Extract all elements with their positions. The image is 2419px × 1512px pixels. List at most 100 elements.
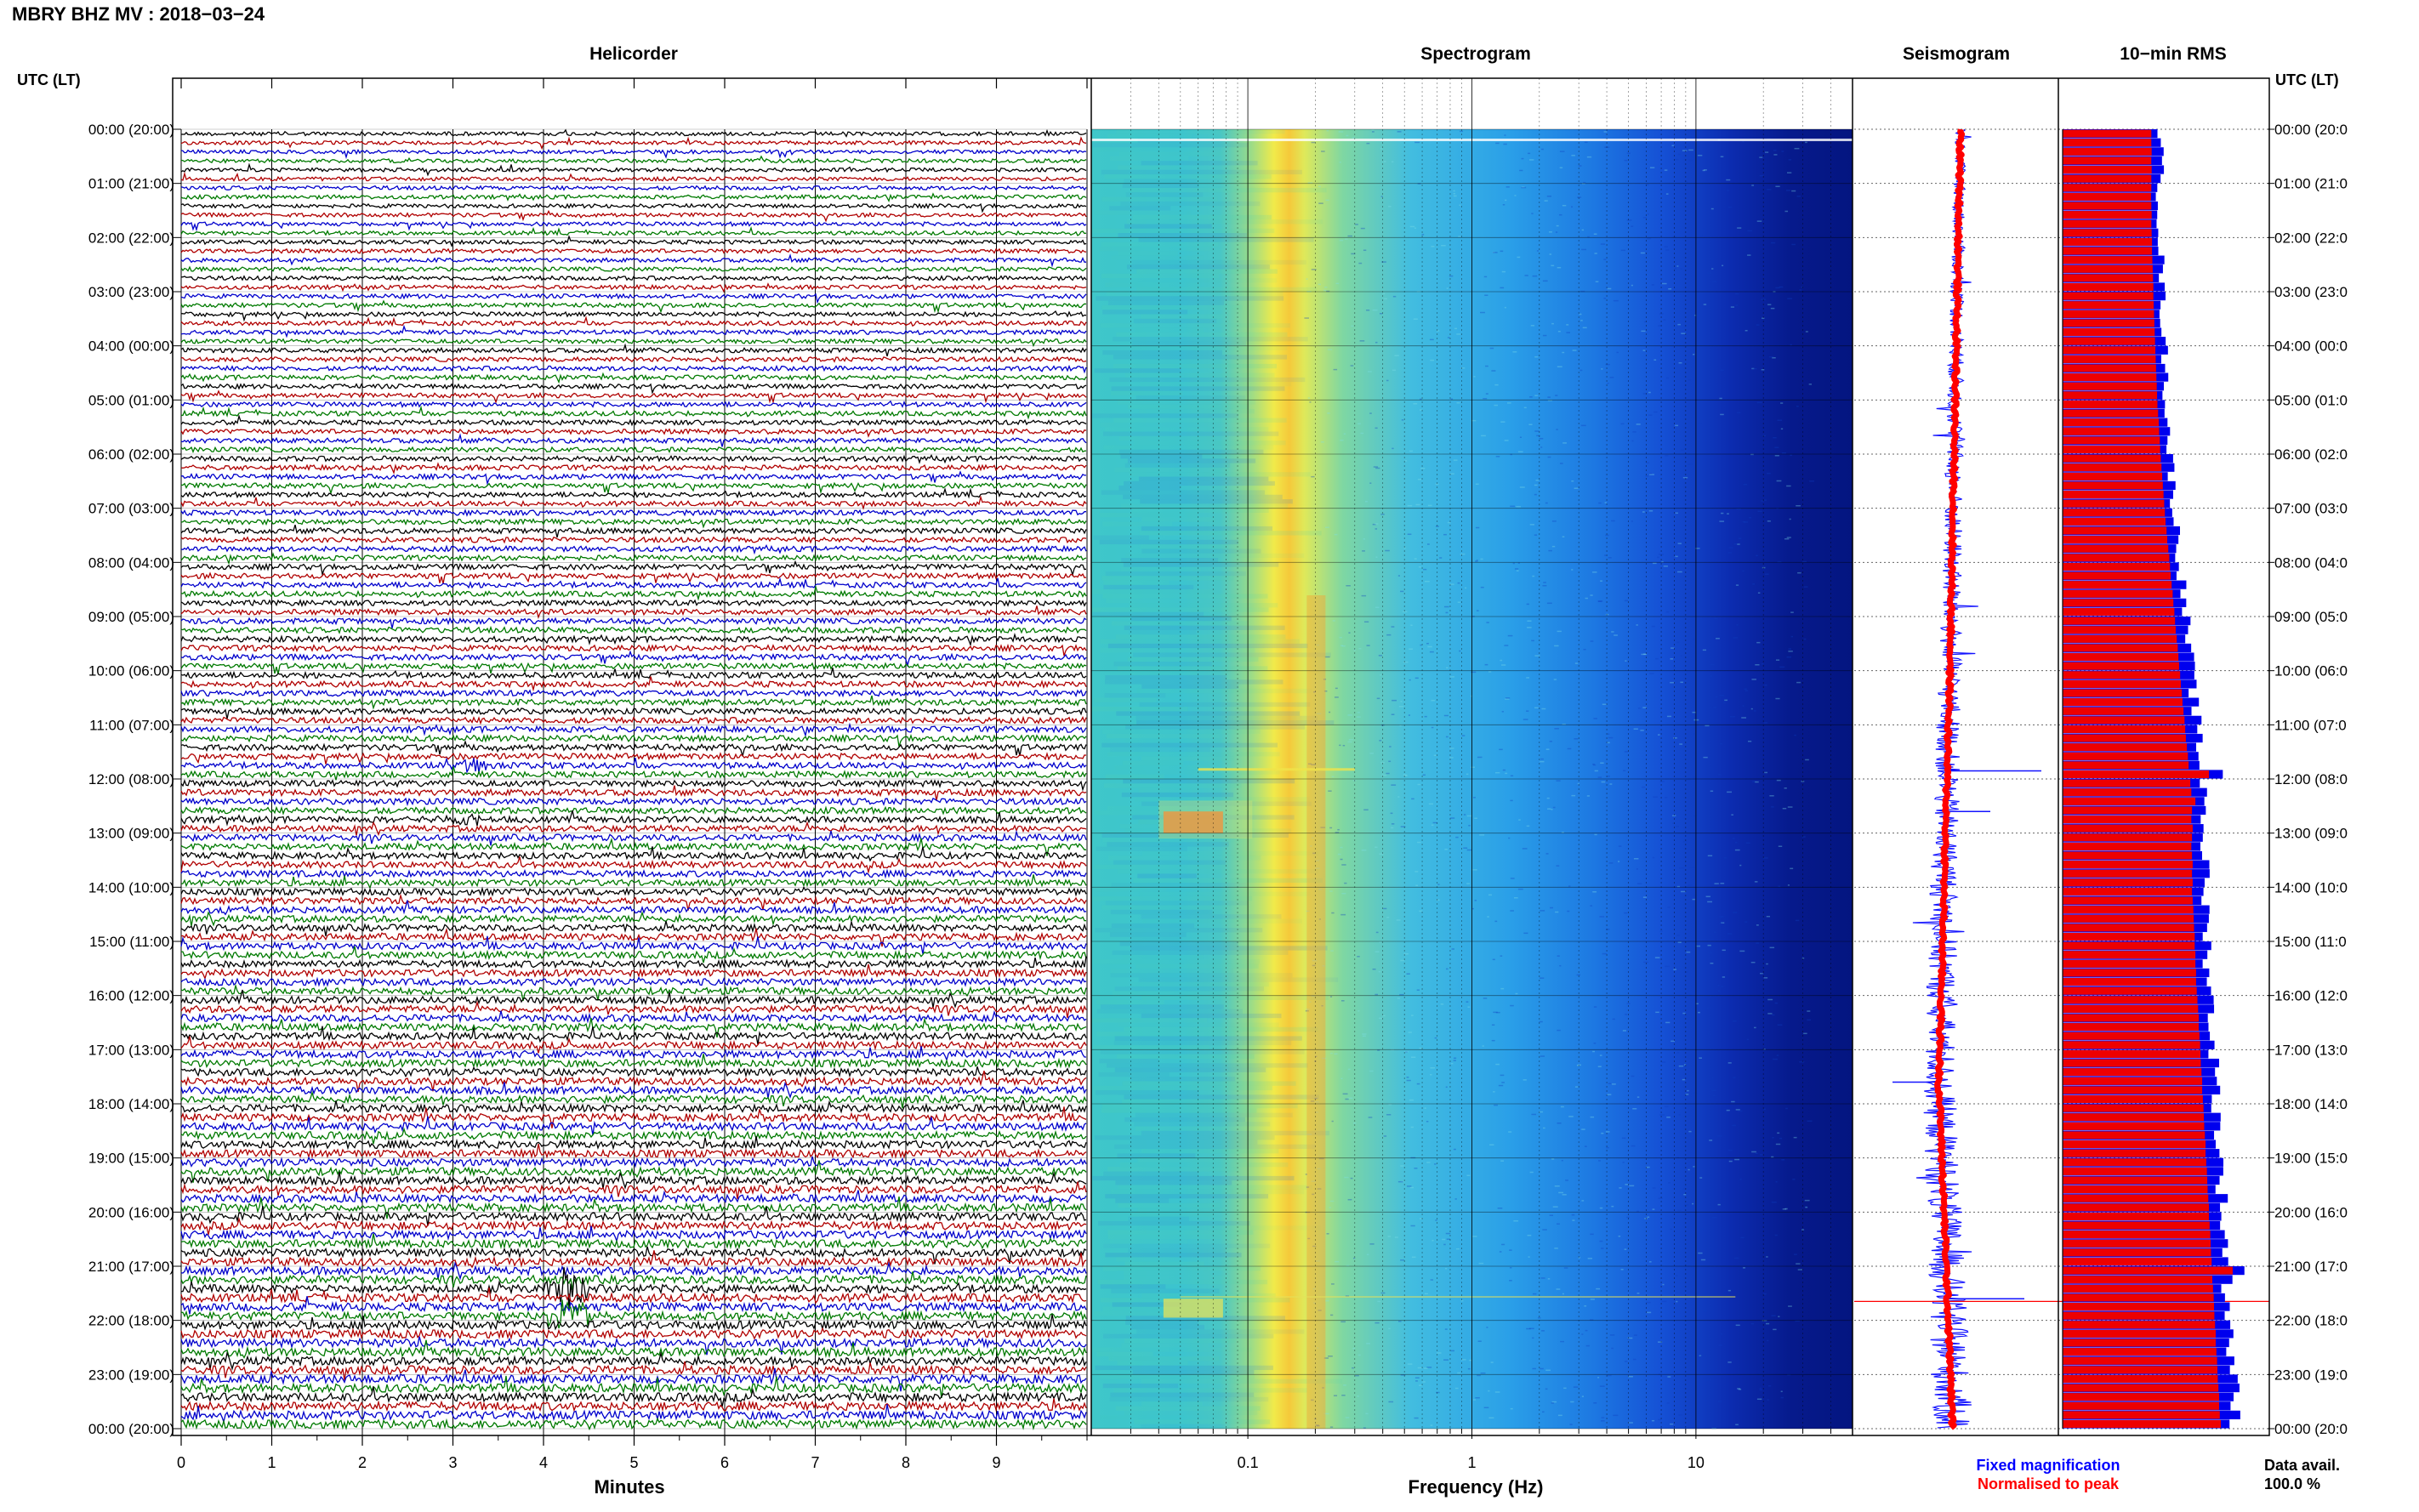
spectrogram-speckle: [1539, 977, 1545, 979]
spectrogram-speckle: [1505, 697, 1511, 699]
rms-bar: [2063, 1366, 2218, 1374]
spectrogram-speckle: [1477, 1340, 1482, 1342]
spectrogram-noise: [1094, 368, 1181, 373]
spectrogram-speckle: [1434, 1037, 1437, 1039]
spectrogram-speckle: [1767, 1013, 1773, 1015]
spectrogram-speckle: [1699, 235, 1703, 236]
spectrogram-speckle: [1603, 298, 1607, 299]
spectrogram-noise: [1134, 1419, 1271, 1424]
spectrogram-speckle: [1600, 580, 1602, 582]
spectrogram-noise: [1124, 625, 1285, 630]
spectrogram-speckle: [1352, 1367, 1354, 1369]
spectrogram-speckle: [1428, 803, 1433, 805]
spectrogram-speckle: [1786, 172, 1792, 173]
data-avail-label: Data avail.: [2264, 1457, 2340, 1474]
helicorder-trace: [180, 837, 1087, 856]
spectrogram-speckle: [1416, 291, 1420, 293]
spectrogram-speckle: [1780, 402, 1784, 404]
rms-bar: [2063, 382, 2157, 390]
spectrogram-speckle: [1316, 713, 1322, 714]
spectrogram-noise: [1102, 1383, 1179, 1389]
spectrogram-speckle: [1688, 463, 1693, 465]
right-time-label: 09:00 (05:0: [2274, 609, 2348, 625]
helicorder-trace: [180, 293, 1087, 304]
spectrogram-speckle: [1323, 289, 1327, 292]
spectrogram-speckle: [1670, 658, 1674, 660]
spectrogram-noise: [1124, 738, 1224, 743]
spectrogram-speckle: [1720, 156, 1724, 157]
spectrogram-noise: [1117, 1153, 1196, 1158]
spectrogram-speckle: [1509, 1280, 1512, 1282]
spectrogram-speckle: [1391, 827, 1394, 829]
spectrogram-speckle: [1416, 989, 1420, 991]
spectrogram-speckle: [1523, 932, 1528, 935]
spectrogram-speckle: [1703, 1310, 1707, 1312]
spectrogram-speckle: [1620, 423, 1625, 425]
spectrogram-speckle: [1531, 1113, 1536, 1116]
spectrogram-noise: [1110, 390, 1183, 396]
spectrogram-speckle: [1323, 1357, 1329, 1359]
spectrogram-speckle: [1807, 1019, 1811, 1021]
rms-bar: [2063, 499, 2165, 508]
spectrogram-speckle: [1538, 1316, 1541, 1319]
rms-bar: [2063, 1122, 2205, 1130]
spectrogram-speckle: [1633, 728, 1638, 730]
spectrogram-speckle: [1426, 642, 1429, 645]
helicorder-trace: [180, 509, 1086, 517]
spectrogram-speckle: [1750, 453, 1754, 456]
spectrogram-speckle: [1601, 368, 1603, 370]
spectrogram-noise: [1117, 1361, 1188, 1366]
spectrogram-noise: [1101, 1104, 1298, 1109]
helicorder-trace: [180, 1171, 1087, 1190]
spectrogram-speckle: [1449, 583, 1454, 585]
spectrogram-speckle: [1545, 1388, 1548, 1390]
spectrogram-speckle: [1699, 1355, 1704, 1357]
helicorder-trace: [180, 1287, 1087, 1305]
spectrogram-noise: [1113, 418, 1287, 423]
spectrogram-speckle: [1707, 944, 1711, 946]
rms-bar: [2063, 346, 2156, 355]
spectrogram-speckle: [1321, 1057, 1327, 1060]
spectrogram-speckle: [1547, 400, 1553, 401]
spectrogram-speckle: [1340, 858, 1343, 861]
spectrogram-speckle: [1478, 1262, 1484, 1265]
spectrogram-speckle: [1666, 1402, 1670, 1404]
helicorder-trace: [180, 633, 1087, 647]
spectrogram-speckle: [1685, 181, 1688, 183]
left-time-label: 16:00 (12:00): [88, 988, 174, 1004]
spectrogram-speckle: [1357, 1354, 1361, 1356]
spectrogram-noise: [1125, 192, 1204, 197]
spectrogram-speckle: [1643, 961, 1649, 963]
spectrogram-event-blob: [1163, 1299, 1223, 1318]
spectrogram-noise: [1091, 707, 1188, 712]
helicorder-trace: [180, 1217, 1087, 1235]
spectrogram-speckle: [1745, 921, 1748, 923]
spectrogram-speckle: [1430, 1066, 1435, 1069]
spectrogram-speckle: [1534, 493, 1537, 496]
spectrogram-noise: [1092, 611, 1204, 617]
spectrogram-speckle: [1527, 620, 1532, 622]
spectrogram-speckle: [1671, 1040, 1675, 1043]
spectrogram-speckle: [1454, 1057, 1457, 1060]
spectrogram-speckle: [1449, 747, 1454, 749]
spectrogram-speckle: [1744, 688, 1747, 691]
spectrogram-speckle: [1400, 826, 1406, 827]
spectrogram-speckle: [1457, 582, 1460, 584]
spectrogram-noise: [1116, 129, 1285, 134]
spectrogram-speckle: [1325, 199, 1329, 202]
spectrogram-speckle: [1311, 269, 1317, 270]
spectrogram-speckle: [1624, 1248, 1627, 1250]
left-time-label: 00:00 (20:00): [88, 122, 174, 138]
spectrogram-speckle: [1795, 1320, 1800, 1322]
spectrogram-speckle: [1592, 571, 1597, 573]
spectrogram-speckle: [1559, 151, 1565, 152]
spectrogram-speckle: [1805, 331, 1808, 333]
spectrogram-speckle: [1710, 663, 1715, 666]
rms-bar: [2063, 310, 2154, 318]
spectrogram-speckle: [1706, 1008, 1710, 1009]
helicorder-trace: [180, 1116, 1087, 1135]
spectrogram-speckle: [1642, 896, 1648, 898]
spectrogram-speckle: [1481, 435, 1486, 437]
spectrogram-speckle: [1489, 347, 1494, 350]
spectrogram-speckle: [1424, 580, 1430, 583]
